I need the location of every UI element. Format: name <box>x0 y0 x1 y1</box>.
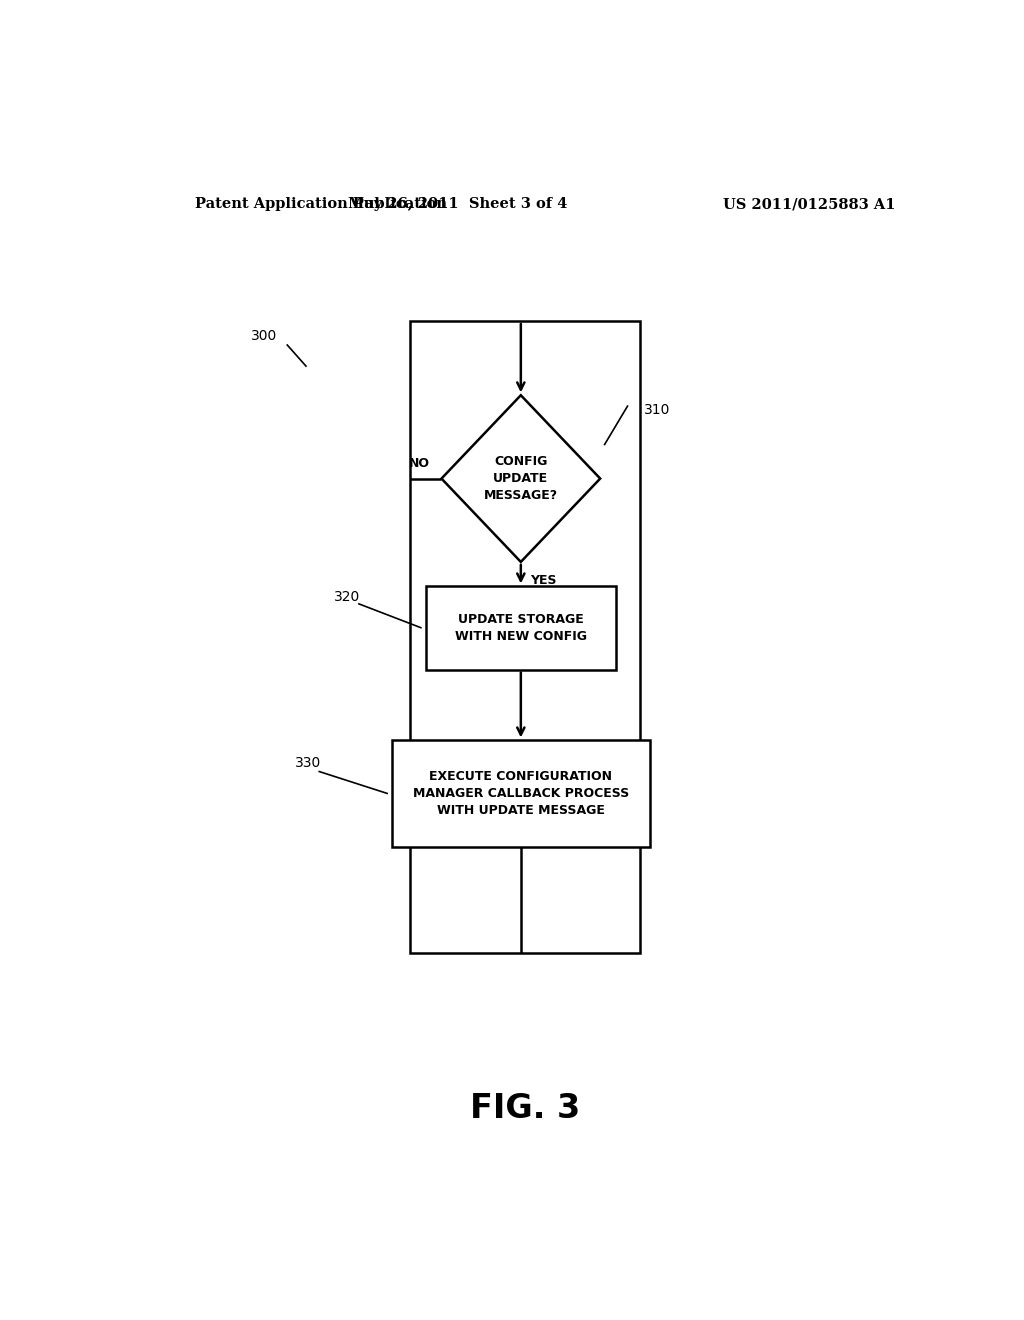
Bar <box>392 741 650 847</box>
Text: EXECUTE CONFIGURATION
MANAGER CALLBACK PROCESS
WITH UPDATE MESSAGE: EXECUTE CONFIGURATION MANAGER CALLBACK P… <box>413 770 629 817</box>
Bar <box>410 321 640 953</box>
Text: FIG. 3: FIG. 3 <box>470 1092 580 1125</box>
Text: US 2011/0125883 A1: US 2011/0125883 A1 <box>723 197 896 211</box>
Text: Patent Application Publication: Patent Application Publication <box>196 197 447 211</box>
Text: May 26, 2011  Sheet 3 of 4: May 26, 2011 Sheet 3 of 4 <box>348 197 567 211</box>
Text: NO: NO <box>409 458 430 470</box>
Text: 330: 330 <box>295 756 321 770</box>
Text: UPDATE STORAGE
WITH NEW CONFIG: UPDATE STORAGE WITH NEW CONFIG <box>455 612 587 643</box>
Text: CONFIG
UPDATE
MESSAGE?: CONFIG UPDATE MESSAGE? <box>483 455 558 502</box>
Text: 300: 300 <box>251 329 278 343</box>
Text: 320: 320 <box>334 590 360 605</box>
Text: YES: YES <box>530 574 557 587</box>
Bar <box>426 586 616 669</box>
Text: 310: 310 <box>644 404 671 417</box>
Polygon shape <box>441 395 600 562</box>
